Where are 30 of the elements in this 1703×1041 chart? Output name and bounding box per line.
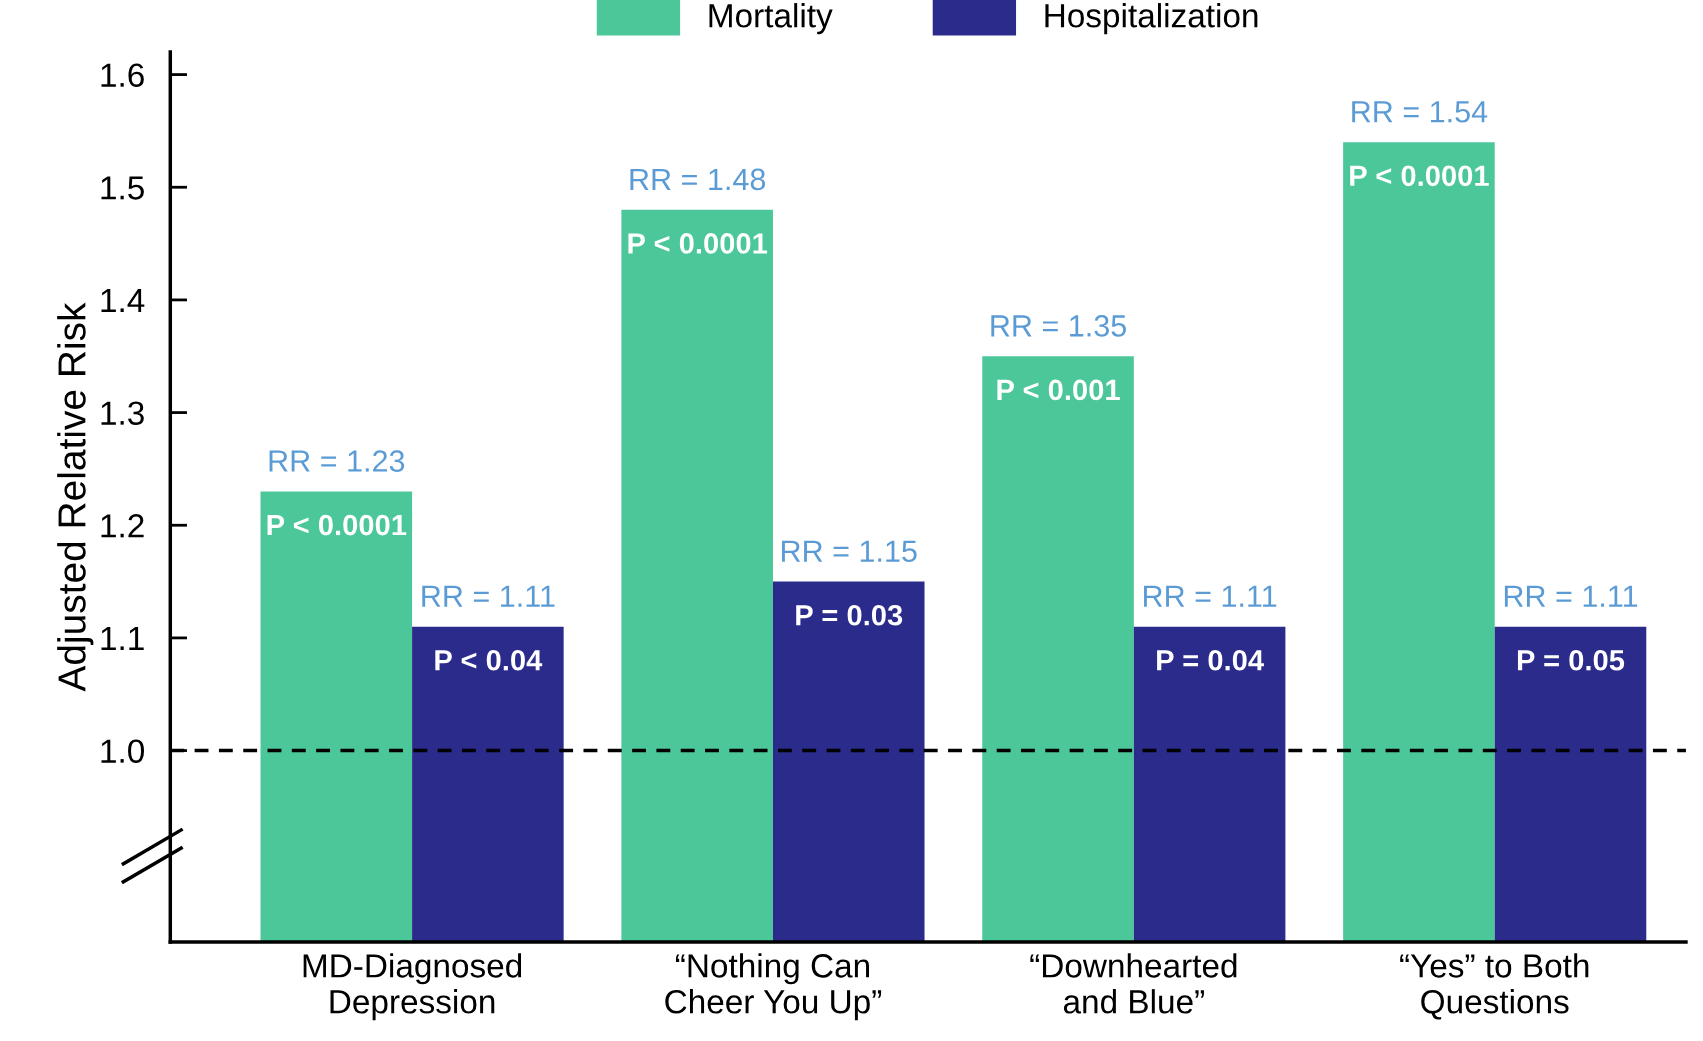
x-tick-label: “Yes” to Both Questions [1400, 953, 1589, 1020]
data-label: RR = 1.11 [1504, 585, 1638, 607]
legend-label: Mortality [709, 3, 833, 35]
annotation: P < 0.04 [435, 649, 543, 671]
annotation: P < 0.0001 [267, 514, 407, 536]
data-label: RR = 1.11 [1144, 585, 1277, 607]
annotation: P < 0.0001 [1350, 165, 1489, 187]
annotation: P = 0.04 [1157, 649, 1264, 671]
data-label: RR = 1.35 [991, 315, 1126, 337]
legend-label: Hospitalization [1045, 3, 1258, 35]
y-tick-label: 1.1 [101, 627, 144, 650]
y-axis-title: Adjusted Relative Risk [57, 302, 94, 692]
y-tick-label: 1.0 [101, 739, 144, 763]
y-tick-label: 1.6 [101, 63, 144, 87]
x-tick-label: “Nothing Can Cheer You Up” [665, 953, 882, 1021]
annotation: P < 0.001 [997, 379, 1120, 401]
y-tick-label: 1.5 [101, 176, 144, 200]
x-tick-label: “Downhearted and Blue” [1030, 953, 1237, 1014]
y-tick-label: 1.3 [101, 401, 144, 425]
annotation: P < 0.0001 [628, 233, 768, 254]
annotation: P = 0.05 [1517, 649, 1625, 671]
y-tick-label: 1.2 [101, 514, 144, 538]
y-tick-label: 1.4 [101, 289, 145, 312]
x-tick-label: MD-Diagnosed Depression [303, 953, 522, 1021]
annotation: P = 0.03 [796, 604, 903, 626]
data-label: RR = 1.15 [782, 540, 917, 563]
data-label: RR = 1.11 [422, 585, 555, 607]
data-label: RR = 1.23 [269, 450, 405, 472]
data-label: RR = 1.54 [1352, 101, 1488, 123]
data-label: RR = 1.48 [630, 168, 766, 191]
